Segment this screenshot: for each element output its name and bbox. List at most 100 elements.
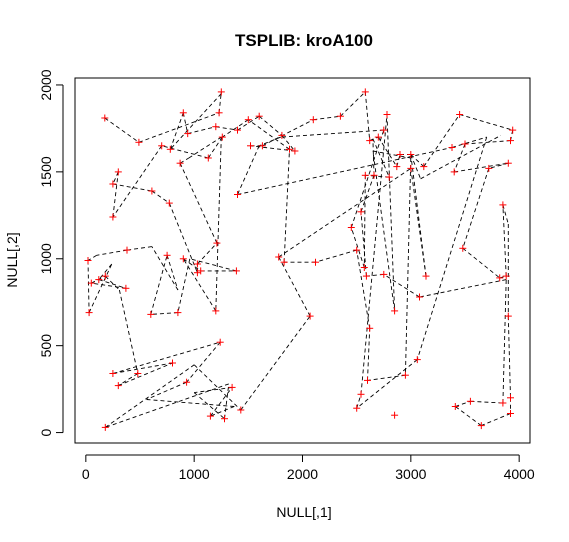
city-point — [218, 133, 226, 141]
city-point — [420, 163, 428, 171]
y-tick-label: 1500 — [38, 156, 54, 187]
route-segment — [356, 250, 371, 329]
route-segment — [179, 163, 218, 244]
city-point — [450, 168, 458, 176]
route-segment — [356, 359, 418, 409]
route-segment — [372, 150, 396, 311]
city-point — [380, 126, 388, 134]
route-segment — [182, 112, 189, 134]
route-segment — [464, 140, 511, 145]
city-point — [275, 253, 283, 261]
city-point — [509, 126, 517, 134]
city-point — [366, 324, 374, 332]
route-segment — [377, 136, 398, 167]
city-point — [134, 370, 142, 377]
city-point — [114, 382, 122, 390]
city-point — [336, 112, 344, 120]
route-segment — [364, 91, 371, 141]
route-segment — [197, 242, 218, 265]
route-segment — [360, 211, 367, 277]
y-axis-label: NULL[,2] — [4, 232, 20, 287]
city-point — [193, 260, 201, 268]
city-point — [217, 88, 225, 96]
route-segment — [396, 154, 401, 167]
route-segment — [112, 362, 173, 374]
city-point — [391, 307, 399, 315]
city-point — [179, 255, 187, 263]
city-point — [232, 267, 240, 275]
route-segment — [105, 364, 195, 428]
route-segment — [462, 168, 490, 249]
city-point — [213, 239, 221, 247]
route-segment — [187, 126, 216, 135]
route-segment — [169, 93, 222, 150]
route-segment — [126, 246, 152, 251]
city-point — [461, 140, 469, 148]
route-segment — [91, 282, 126, 289]
route-segment — [88, 263, 113, 313]
city-point — [216, 338, 224, 346]
route-segment — [104, 275, 120, 291]
city-point — [122, 284, 130, 292]
city-point — [393, 163, 401, 171]
route-segment — [350, 129, 385, 228]
route-segment — [410, 154, 425, 167]
route-segment — [365, 174, 390, 178]
route-segment — [146, 399, 235, 407]
city-point — [360, 264, 368, 271]
city-point — [280, 258, 288, 266]
city-point — [244, 116, 252, 124]
route-segment — [383, 274, 420, 298]
route-segment — [186, 341, 221, 383]
x-axis: 0 1000 2000 3000 4000 — [82, 454, 535, 482]
route-segment — [112, 183, 152, 192]
route-segment — [112, 171, 119, 218]
route-segment — [372, 138, 375, 176]
route-segment — [340, 91, 366, 117]
route-segment — [138, 112, 220, 143]
city-point — [361, 171, 369, 179]
plot-box — [74, 77, 531, 444]
route-segment — [194, 386, 233, 394]
route-segment — [105, 383, 229, 428]
city-point — [499, 399, 507, 407]
city-point — [396, 151, 404, 158]
city-point — [234, 191, 241, 198]
city-point — [193, 269, 201, 277]
city-point — [197, 267, 205, 275]
route-segment — [369, 136, 379, 142]
city-point — [306, 312, 314, 320]
city-point — [212, 307, 220, 315]
route-segment — [210, 406, 235, 417]
route-segment — [182, 258, 217, 312]
city-point — [416, 293, 423, 301]
city-point — [114, 168, 122, 176]
city-point — [357, 208, 365, 216]
city-point — [507, 137, 514, 145]
route-segment — [177, 258, 191, 313]
city-point — [370, 171, 378, 179]
route-segment — [455, 400, 471, 407]
route-segment — [215, 126, 238, 131]
route-segment — [151, 246, 179, 291]
city-point — [176, 159, 184, 167]
city-point — [507, 394, 514, 402]
city-point — [215, 109, 223, 117]
city-point — [174, 309, 182, 317]
city-point — [95, 276, 103, 284]
route-segment — [224, 383, 230, 419]
city-point — [477, 422, 485, 430]
city-point — [109, 370, 117, 377]
route-segment — [459, 114, 513, 131]
city-point — [123, 246, 131, 254]
route-segment — [451, 136, 487, 148]
city-points — [84, 88, 517, 431]
city-point — [278, 131, 286, 139]
city-point — [212, 123, 220, 131]
route-segment — [104, 117, 140, 143]
city-point — [357, 390, 365, 398]
city-point — [353, 246, 361, 254]
route-segment — [193, 364, 242, 411]
route-segment — [423, 114, 460, 167]
